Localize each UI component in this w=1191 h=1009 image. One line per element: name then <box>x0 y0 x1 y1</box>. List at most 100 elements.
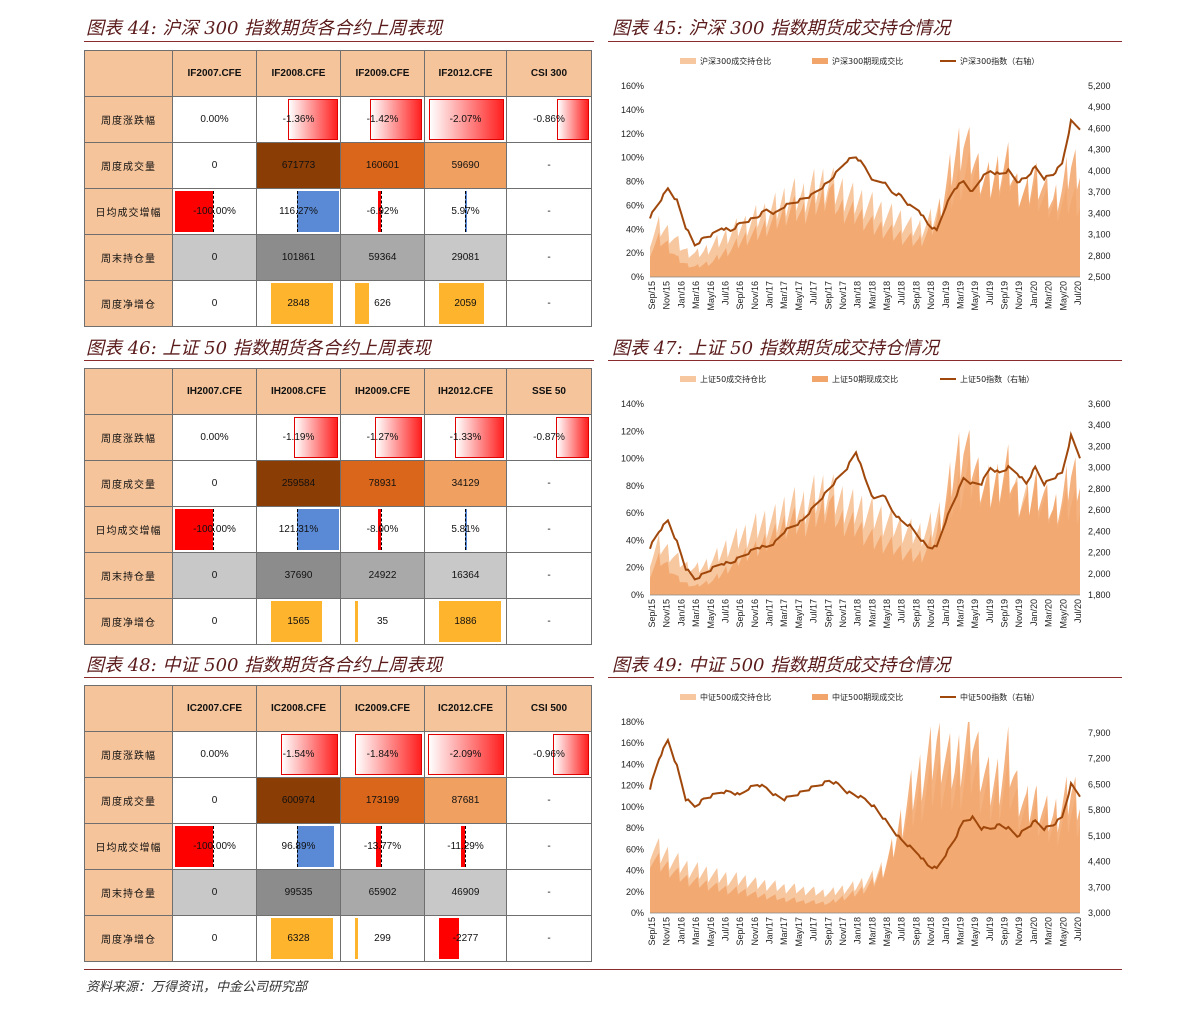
x-tick-label: Nov/17 <box>838 281 848 310</box>
x-tick-label: Nov/17 <box>838 599 848 628</box>
net-position-bar <box>355 283 369 324</box>
x-tick-label: Jan/20 <box>1029 917 1039 944</box>
y-right-tick-label: 5,100 <box>1088 831 1111 841</box>
table-cell: 24922 <box>340 552 425 599</box>
legend-label: 沪深300期现成交比 <box>832 56 903 66</box>
cell-value: 46909 <box>451 887 480 898</box>
series-basis-area <box>650 126 1080 277</box>
table-cell: 1565 <box>256 598 341 645</box>
table-cell: 29081 <box>424 234 507 281</box>
legend-swatch <box>812 694 828 700</box>
y-left-tick-label: 80% <box>626 177 644 187</box>
table-cell: -6.92% <box>340 188 425 235</box>
table-row: 周度涨跌幅 0.00% -1.54% -1.84% -2.09% -0.96% <box>84 731 592 778</box>
change-bar <box>293 417 338 458</box>
row-label: 周末持仓量 <box>84 552 173 599</box>
y-right-tick-label: 1,800 <box>1088 590 1111 600</box>
table-cell: -8.00% <box>340 506 425 553</box>
legend: 上证50成交持仓比 上证50期现成交比 上证50指数（右轴） <box>680 374 1034 384</box>
row-label: 日均成交增幅 <box>84 188 173 235</box>
x-tick-label: Mar/18 <box>867 599 877 627</box>
column-header: CSI 500 <box>506 685 592 732</box>
y-right-tick-label: 4,000 <box>1088 166 1111 176</box>
table-cell: -1.84% <box>340 731 425 778</box>
table-corner <box>84 368 173 415</box>
x-tick-label: May/19 <box>970 917 980 947</box>
table-cell: 101861 <box>256 234 341 281</box>
x-tick-label: Sep/17 <box>823 917 833 946</box>
column-header: IH2012.CFE <box>424 368 507 415</box>
table-cell: 46909 <box>424 869 507 916</box>
x-tick-label: Mar/20 <box>1044 917 1054 945</box>
table-cell: - <box>506 460 592 507</box>
x-tick-label: Jan/19 <box>941 599 951 626</box>
x-tick-label: Jul/18 <box>897 281 907 305</box>
table-row: 周末持仓量 0 37690 24922 16364 - <box>84 552 592 599</box>
y-left-tick-label: 100% <box>621 153 644 163</box>
row-label: 周度涨跌幅 <box>84 414 173 461</box>
table-cell: -100.00% <box>172 506 257 553</box>
row-label: 周度成交量 <box>84 460 173 507</box>
column-header: IC2012.CFE <box>424 685 507 732</box>
footer-rule <box>84 969 1122 970</box>
cell-value: - <box>547 795 551 806</box>
x-tick-label: Jul/18 <box>897 917 907 941</box>
x-tick-label: May/17 <box>794 917 804 947</box>
y-left-tick-label: 20% <box>626 563 644 573</box>
table-cell: 5.97% <box>424 188 507 235</box>
cell-value: 2059 <box>454 298 477 309</box>
table-cell: 99535 <box>256 869 341 916</box>
chart-47: 上证50成交持仓比 上证50期现成交比 上证50指数（右轴） 0% 20% 40% 60% 8… <box>621 374 1111 629</box>
x-tick-label: Mar/17 <box>779 281 789 309</box>
table-cell: - <box>506 188 592 235</box>
table-cell: 0 <box>172 234 257 281</box>
y-left-tick-label: 0% <box>631 590 644 600</box>
cell-value: - <box>547 933 551 944</box>
legend-swatch <box>680 376 696 382</box>
table-cell: -0.96% <box>506 731 592 778</box>
y-right-tick-label: 2,800 <box>1088 251 1111 261</box>
x-tick-label: Jan/19 <box>941 281 951 308</box>
cell-value: 16364 <box>451 570 480 581</box>
y-right-tick-label: 3,000 <box>1088 463 1111 473</box>
table-row: 周度净增仓 0 1565 35 1886 - <box>84 598 592 645</box>
x-tick-label: Jan/20 <box>1029 599 1039 626</box>
y-right-tick-label: 2,500 <box>1088 272 1111 282</box>
x-tick-label: Nov/19 <box>1014 281 1024 310</box>
cell-value: 0.00% <box>200 749 229 760</box>
table-cell: -1.36% <box>256 96 341 143</box>
column-header: IC2007.CFE <box>172 685 257 732</box>
x-tick-label: May/19 <box>970 599 980 629</box>
y-right-tick-label: 5,800 <box>1088 805 1111 815</box>
x-tick-label: May/19 <box>970 281 980 311</box>
cell-value: 59690 <box>451 160 480 171</box>
x-tick-label: Mar/16 <box>691 599 701 627</box>
x-tick-label: Sep/19 <box>1000 281 1010 310</box>
cell-value: -1.42% <box>366 114 399 125</box>
x-tick-label: Jul/19 <box>985 599 995 623</box>
table-header-row: IC2007.CFE IC2008.CFE IC2009.CFE IC2012.CFE… <box>84 685 592 732</box>
legend-label: 中证500指数（右轴） <box>960 692 1039 702</box>
table-cell: 0 <box>172 598 257 645</box>
table-cell: 2848 <box>256 280 341 327</box>
series-index-line <box>649 430 1081 581</box>
x-tick-label: May/20 <box>1058 599 1068 629</box>
change-bar <box>556 99 589 140</box>
cell-value: - <box>547 160 551 171</box>
cell-value: -2.09% <box>449 749 482 760</box>
change-bar <box>297 509 339 550</box>
change-bar <box>428 99 504 140</box>
y-right-tick-label: 6,500 <box>1088 779 1111 789</box>
y-left-tick-label: 160% <box>621 81 644 91</box>
x-tick-label: Sep/16 <box>735 281 745 310</box>
x-tick-label: Nov/15 <box>662 281 672 310</box>
row-label: 周度净增仓 <box>84 280 173 327</box>
chart-49: 中证500成交持仓比 中证500期现成交比 中证500指数（右轴） 0% 20% 40% 6… <box>621 692 1111 947</box>
y-left-tick-label: 40% <box>626 866 644 876</box>
x-tick-label: May/20 <box>1058 281 1068 311</box>
cell-value: 600974 <box>281 795 316 806</box>
cell-value: 1886 <box>454 616 477 627</box>
cell-value: - <box>547 206 551 217</box>
net-position-bar <box>439 601 501 642</box>
x-tick-label: May/17 <box>794 281 804 311</box>
